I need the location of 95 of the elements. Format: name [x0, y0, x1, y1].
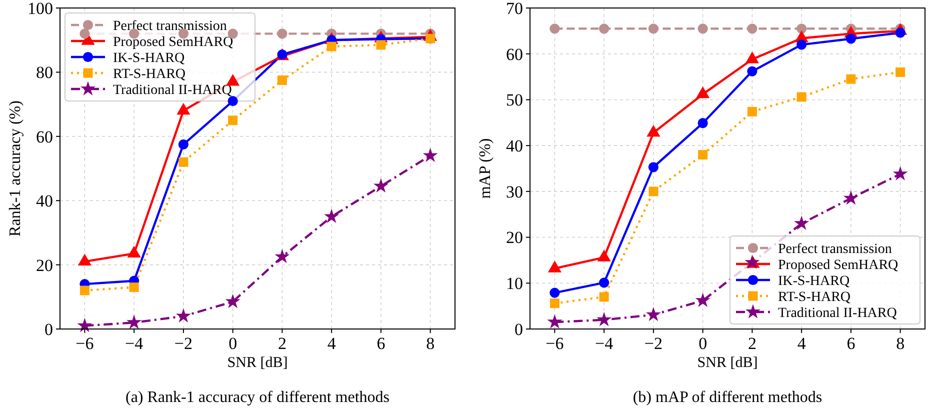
x-tick-label: 2: [748, 334, 756, 353]
point: [178, 157, 188, 167]
point: [846, 34, 856, 44]
y-tick-label: 0: [44, 320, 53, 339]
legend-label: Traditional II-HARQ: [113, 82, 232, 98]
point: [178, 139, 188, 150]
y-tick-label: 10: [506, 274, 523, 294]
point: [550, 24, 560, 34]
point: [846, 74, 856, 84]
y-tick-label: 60: [506, 44, 523, 64]
x-tick-label: 4: [797, 334, 806, 353]
point: [225, 294, 240, 308]
point: [747, 106, 757, 116]
y-tick-label: 60: [36, 127, 53, 146]
point: [176, 308, 191, 323]
point: [126, 314, 142, 329]
x-tick-label: 8: [426, 334, 435, 353]
point: [896, 67, 906, 77]
legend-label: IK-S-HARQ: [778, 274, 850, 289]
point: [277, 75, 287, 85]
x-tick-label: 0: [698, 334, 708, 353]
text: (b) mAP of different methods: [632, 389, 822, 406]
point: [796, 24, 807, 34]
point: [698, 150, 708, 160]
point: [747, 24, 758, 34]
x-tick-label: −2: [174, 334, 192, 353]
point: [78, 254, 92, 266]
point: [550, 298, 560, 308]
y-tick-label: 0: [514, 320, 523, 339]
x-tick-label: −4: [595, 334, 614, 353]
y-tick-label: 40: [506, 136, 523, 156]
y-axis-title: mAP (%): [477, 138, 494, 199]
x-axis-title: SNR [dB]: [227, 355, 288, 371]
x-tick-label: 2: [278, 334, 286, 353]
legend-label: Proposed SemHARQ: [778, 258, 898, 273]
legend-label: Proposed SemHARQ: [113, 34, 234, 50]
point: [695, 292, 710, 307]
x-tick-label: −6: [76, 334, 94, 353]
point: [796, 92, 806, 102]
point: [80, 286, 90, 296]
legend-label: Perfect transmission: [113, 18, 227, 34]
point: [796, 40, 807, 50]
point: [698, 24, 708, 34]
point: [843, 190, 858, 205]
point: [274, 248, 290, 264]
point: [596, 312, 612, 326]
x-tick-label: −2: [644, 334, 662, 353]
text: (a) Rank-1 accuracy of different methods: [125, 389, 390, 406]
legend-label: Perfect transmission: [778, 242, 892, 257]
y-axis-title: Rank-1 accuracy (%): [7, 100, 24, 236]
point: [892, 166, 908, 180]
y-tick-label: 80: [36, 63, 53, 82]
point: [599, 278, 610, 288]
point: [794, 216, 810, 230]
point: [80, 28, 90, 39]
x-tick-label: 0: [228, 334, 238, 353]
point: [376, 40, 386, 50]
point: [648, 24, 658, 34]
x-tick-label: 6: [846, 334, 856, 353]
y-tick-label: 20: [506, 228, 523, 248]
y-tick-label: 50: [506, 90, 523, 110]
legend-label: RT-S-HARQ: [778, 290, 851, 305]
point: [548, 260, 562, 272]
x-tick-label: −6: [546, 334, 564, 353]
point: [373, 178, 388, 193]
y-tick-label: 40: [36, 192, 53, 211]
point: [648, 162, 658, 172]
x-tick-label: 6: [376, 334, 386, 353]
x-tick-label: 4: [327, 334, 336, 353]
point: [747, 66, 758, 76]
point: [597, 250, 611, 262]
point: [129, 282, 139, 292]
point: [422, 148, 438, 162]
legend-label: Traditional II-HARQ: [778, 306, 897, 321]
x-tick-label: 8: [896, 334, 905, 353]
point: [277, 28, 288, 39]
point: [646, 306, 661, 322]
point: [599, 24, 610, 34]
point: [698, 118, 708, 128]
x-axis-title: SNR [dB]: [697, 355, 758, 371]
y-tick-label: 70: [506, 0, 523, 18]
y-tick-label: 100: [28, 0, 53, 18]
point: [324, 208, 340, 224]
y-tick-label: 20: [36, 256, 53, 275]
point: [599, 292, 609, 302]
legend-label: RT-S-HARQ: [113, 66, 186, 82]
legend-label: IK-S-HARQ: [113, 50, 185, 66]
point: [228, 96, 238, 106]
y-tick-label: 30: [506, 182, 523, 202]
point: [228, 116, 238, 126]
x-tick-label: −4: [125, 334, 144, 353]
point: [326, 42, 336, 52]
point: [547, 314, 562, 329]
point: [648, 186, 658, 196]
point: [550, 288, 560, 298]
